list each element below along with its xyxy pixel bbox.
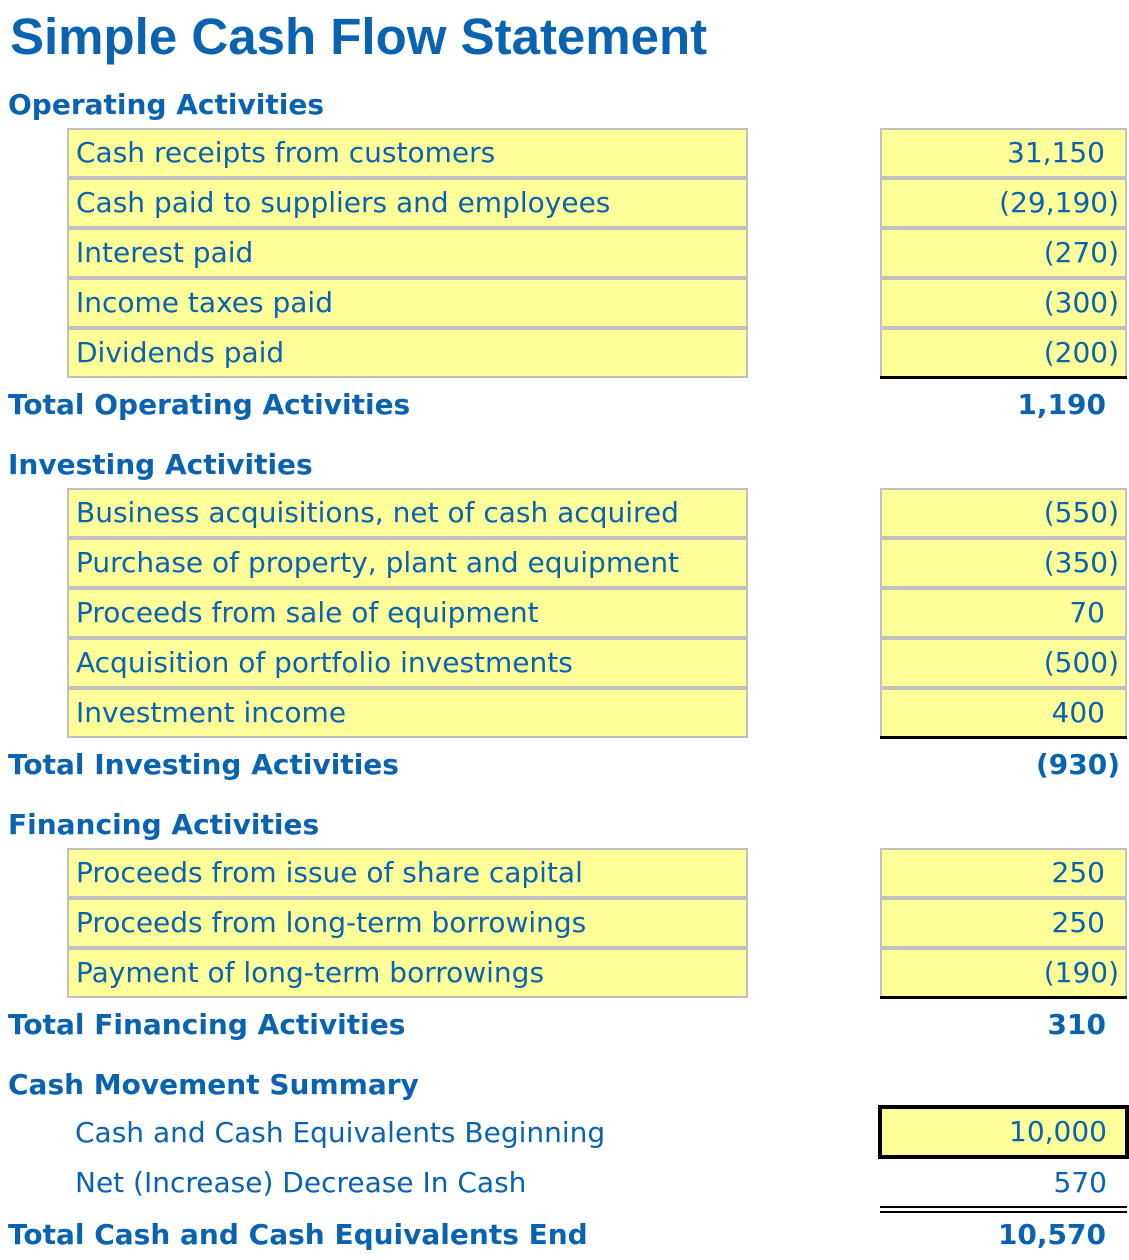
operating-total-rule	[880, 376, 1127, 379]
financing-row-value[interactable]: 250	[880, 848, 1127, 898]
ending-total-double-rule	[880, 1206, 1127, 1213]
operating-row-label[interactable]: Interest paid	[67, 228, 748, 278]
investing-row-label[interactable]: Purchase of property, plant and equipmen…	[67, 538, 748, 588]
financing-total-rule	[880, 996, 1127, 999]
investing-row-label[interactable]: Acquisition of portfolio investments	[67, 638, 748, 688]
investing-row-value[interactable]: (550)	[880, 488, 1127, 538]
operating-row-label[interactable]: Income taxes paid	[67, 278, 748, 328]
ending-cash-label: Total Cash and Cash Equivalents End	[8, 1218, 588, 1251]
investing-row-value[interactable]: (500)	[880, 638, 1127, 688]
investing-row-value[interactable]: 70	[880, 588, 1127, 638]
operating-row-label[interactable]: Dividends paid	[67, 328, 748, 378]
operating-row-value[interactable]: (200)	[880, 328, 1127, 378]
page-title: Simple Cash Flow Statement	[10, 8, 708, 65]
financing-row-value[interactable]: 250	[880, 898, 1127, 948]
investing-total-rule	[880, 736, 1127, 739]
investing-row-value[interactable]: 400	[880, 688, 1127, 738]
financing-row-label[interactable]: Proceeds from long-term borrowings	[67, 898, 748, 948]
financing-heading: Financing Activities	[8, 808, 320, 841]
investing-row-label[interactable]: Proceeds from sale of equipment	[67, 588, 748, 638]
investing-total-value: (930)	[1035, 748, 1120, 781]
beginning-cash-label: Cash and Cash Equivalents Beginning	[75, 1116, 606, 1149]
summary-heading: Cash Movement Summary	[8, 1068, 419, 1101]
operating-row-value[interactable]: 31,150	[880, 128, 1127, 178]
investing-total-label: Total Investing Activities	[8, 748, 399, 781]
financing-total-value: 310	[1047, 1008, 1106, 1041]
operating-row-value[interactable]: (300)	[880, 278, 1127, 328]
financing-row-value[interactable]: (190)	[880, 948, 1127, 998]
net-change-label: Net (Increase) Decrease In Cash	[75, 1166, 527, 1199]
operating-total-value: 1,190	[1017, 388, 1106, 421]
financing-row-label[interactable]: Payment of long-term borrowings	[67, 948, 748, 998]
ending-cash-value: 10,570	[997, 1218, 1106, 1251]
beginning-cash-input[interactable]: 10,000	[878, 1105, 1129, 1159]
operating-heading: Operating Activities	[8, 88, 324, 121]
investing-row-label[interactable]: Investment income	[67, 688, 748, 738]
net-change-value: 570	[1053, 1166, 1107, 1199]
financing-total-label: Total Financing Activities	[8, 1008, 406, 1041]
investing-row-label[interactable]: Business acquisitions, net of cash acqui…	[67, 488, 748, 538]
operating-row-value[interactable]: (29,190)	[880, 178, 1127, 228]
investing-heading: Investing Activities	[8, 448, 313, 481]
operating-total-label: Total Operating Activities	[8, 388, 411, 421]
operating-row-label[interactable]: Cash paid to suppliers and employees	[67, 178, 748, 228]
investing-row-value[interactable]: (350)	[880, 538, 1127, 588]
financing-row-label[interactable]: Proceeds from issue of share capital	[67, 848, 748, 898]
operating-row-value[interactable]: (270)	[880, 228, 1127, 278]
operating-row-label[interactable]: Cash receipts from customers	[67, 128, 748, 178]
